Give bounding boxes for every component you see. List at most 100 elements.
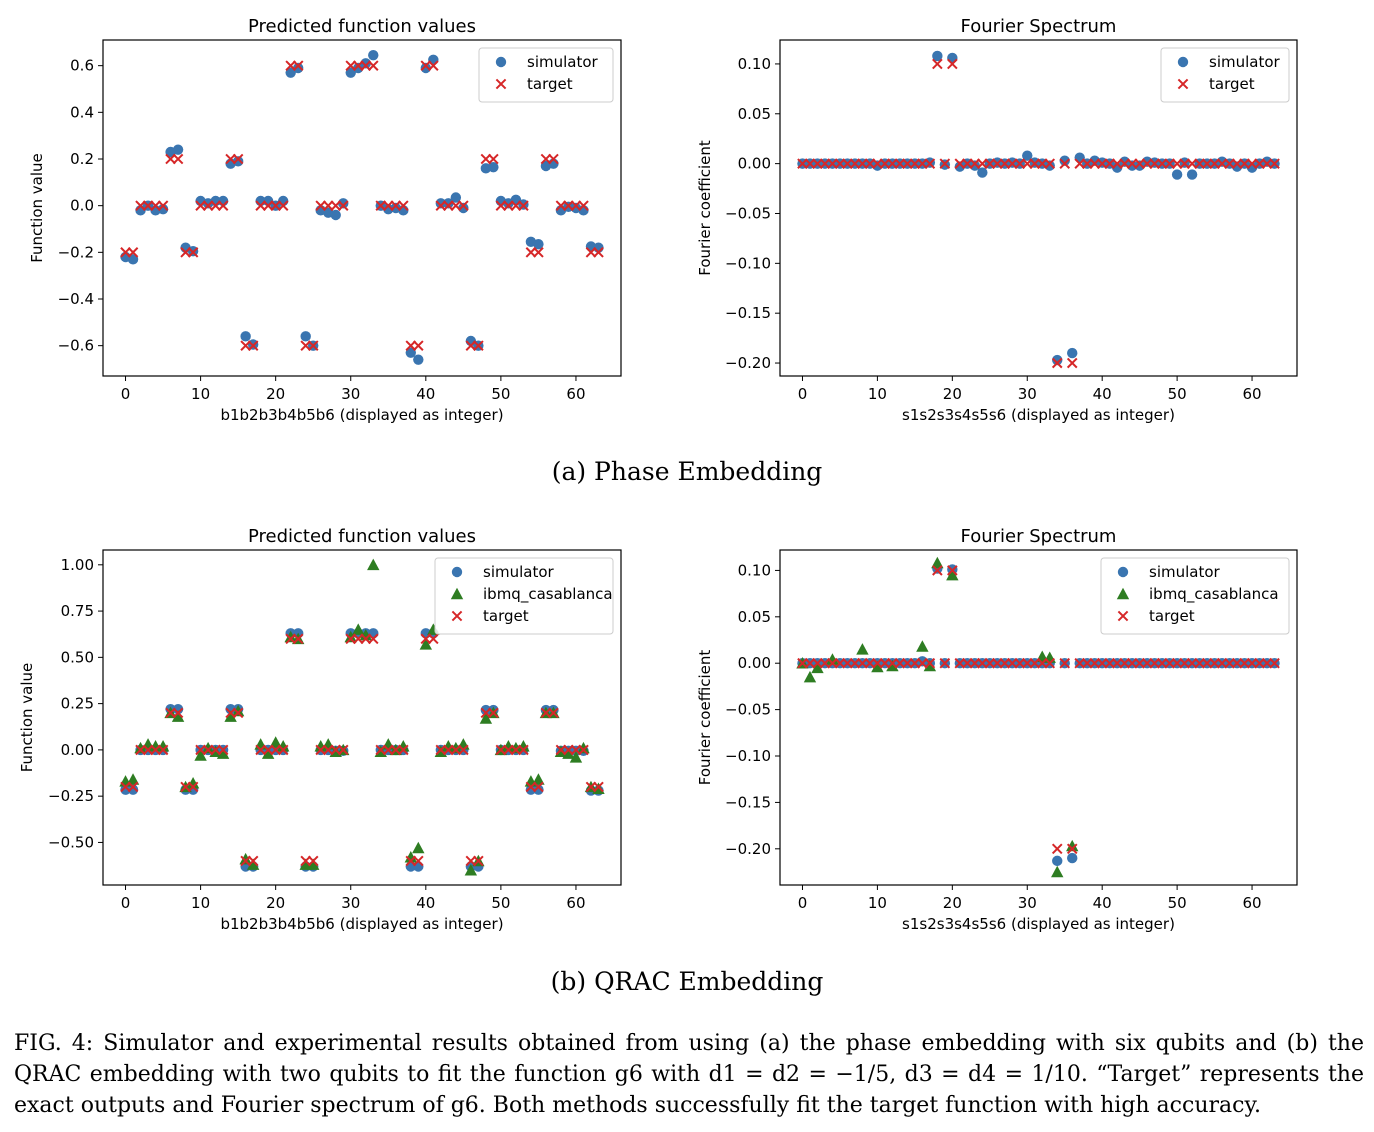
data-point [412,841,425,854]
y-tick-label: 0.10 [738,55,771,73]
y-tick-label: −0.25 [48,787,94,805]
data-point [397,200,409,211]
data-point [533,238,544,250]
data-point [931,556,944,569]
data-point [367,60,379,71]
chart-title: Fourier Spectrum [961,16,1117,37]
data-point [593,247,604,258]
y-tick-label: −0.50 [48,833,94,851]
data-point [246,858,260,870]
y-tick-label: −0.6 [58,337,94,355]
y-tick-label: 0.50 [61,648,94,666]
subcaption-b: (b) QRAC Embedding [550,967,824,996]
data-point [187,247,199,258]
data-point [1059,657,1071,669]
data-point [1022,150,1033,161]
data-point [458,200,469,211]
x-tick-label: 50 [491,894,510,912]
legend-box [478,47,614,103]
legend-marker [450,587,464,600]
data-point [578,744,589,756]
data-point [216,747,230,759]
x-tick-label: 10 [191,894,210,912]
data-point [419,638,433,650]
data-point [924,657,936,669]
data-point [473,340,484,351]
data-point [261,747,275,759]
data-point [939,657,951,669]
data-point [367,558,380,571]
x-tick-label: 50 [1168,385,1187,403]
data-point [488,153,499,165]
data-point [517,739,530,752]
data-point [969,160,981,171]
data-point [443,198,454,209]
chart-panel: Fourier Spectrum 0 10 20 30 40 50 60 −0.20 −0.15 −… [696,16,1298,424]
data-point [886,659,899,672]
legend-label: target [1149,607,1195,625]
data-point [578,200,589,211]
data-point [548,153,559,165]
x-tick-label: 20 [266,385,285,403]
data-point [577,741,590,754]
data-point [285,67,296,78]
data-point [856,643,869,655]
data-point [916,640,929,652]
data-point [947,58,958,70]
data-point [1044,160,1055,171]
legend-marker [1177,56,1189,68]
data-point [525,784,537,795]
x-axis-label: b1b2b3b4b5b6 (displayed as integer) [220,406,503,424]
legend-label: target [483,607,529,625]
data-point [344,630,357,643]
data-point [947,565,958,576]
data-point [413,354,424,365]
x-tick-label: 50 [1168,894,1187,912]
x-tick-label: 20 [266,894,285,912]
data-point [127,247,139,258]
data-point [232,156,244,167]
y-tick-label: −0.05 [725,204,771,222]
data-point [826,653,839,665]
figure-caption: FIG. 4: Simulator and experimental resul… [14,1031,1364,1118]
y-tick-label: −0.20 [725,354,771,372]
data-point [157,203,169,215]
data-point [367,633,379,645]
chart-panel: Predicted function values 0 10 20 30 40 50 60 −0… [18,526,622,933]
data-point [232,707,244,719]
data-point [450,192,462,203]
data-point [194,749,207,761]
y-tick-label: 0.05 [738,608,771,626]
data-point [292,633,304,645]
series-target [120,60,604,351]
data-point [435,198,447,209]
x-tick-label: 30 [341,385,360,403]
chart-title: Predicted function values [248,526,476,547]
data-point [569,751,583,763]
legend: simulator target [1160,47,1290,103]
data-point [172,144,184,155]
data-point [412,340,424,351]
subcaption-a: (a) Phase Embedding [551,457,823,486]
data-point [1044,158,1056,169]
x-tick-label: 10 [868,385,887,403]
data-point [269,736,282,748]
data-point [480,704,492,716]
plot-frame [102,549,622,886]
data-point [1059,158,1071,169]
y-tick-label: 0.00 [61,741,94,759]
data-point [1067,347,1078,359]
data-point [488,161,499,173]
y-tick-label: −0.10 [725,254,771,272]
data-point [932,50,943,62]
data-point [127,781,139,793]
legend-label: target [527,75,573,93]
data-point [368,49,379,61]
data-point [1044,657,1056,669]
data-point [473,855,484,867]
data-point [593,781,604,793]
data-point [428,54,439,66]
data-point [405,347,416,358]
data-point [156,739,170,752]
